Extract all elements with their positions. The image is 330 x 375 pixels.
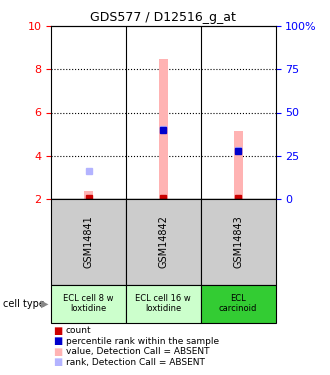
Title: GDS577 / D12516_g_at: GDS577 / D12516_g_at [90,11,236,24]
Text: GSM14842: GSM14842 [158,215,168,268]
Text: count: count [66,326,92,335]
Text: GSM14841: GSM14841 [83,216,93,268]
Text: cell type: cell type [3,299,45,309]
Text: percentile rank within the sample: percentile rank within the sample [66,337,219,346]
Text: ■: ■ [53,336,62,346]
Bar [201,285,276,322]
Text: ▶: ▶ [41,299,48,309]
Text: ■: ■ [53,347,62,357]
Text: ECL cell 16 w
loxtidine: ECL cell 16 w loxtidine [136,294,191,314]
Bar [201,199,276,285]
Bar [51,285,126,322]
Bar [234,131,243,199]
Bar [126,199,201,285]
Text: ECL
carcinoid: ECL carcinoid [219,294,257,314]
Text: GSM14843: GSM14843 [233,216,243,268]
Bar [159,58,168,199]
Text: value, Detection Call = ABSENT: value, Detection Call = ABSENT [66,347,210,356]
Text: ■: ■ [53,326,62,336]
Text: ECL cell 8 w
loxtidine: ECL cell 8 w loxtidine [63,294,114,314]
Bar [84,191,93,199]
Text: rank, Detection Call = ABSENT: rank, Detection Call = ABSENT [66,358,205,367]
Bar [51,199,126,285]
Bar [126,285,201,322]
Text: ■: ■ [53,357,62,367]
